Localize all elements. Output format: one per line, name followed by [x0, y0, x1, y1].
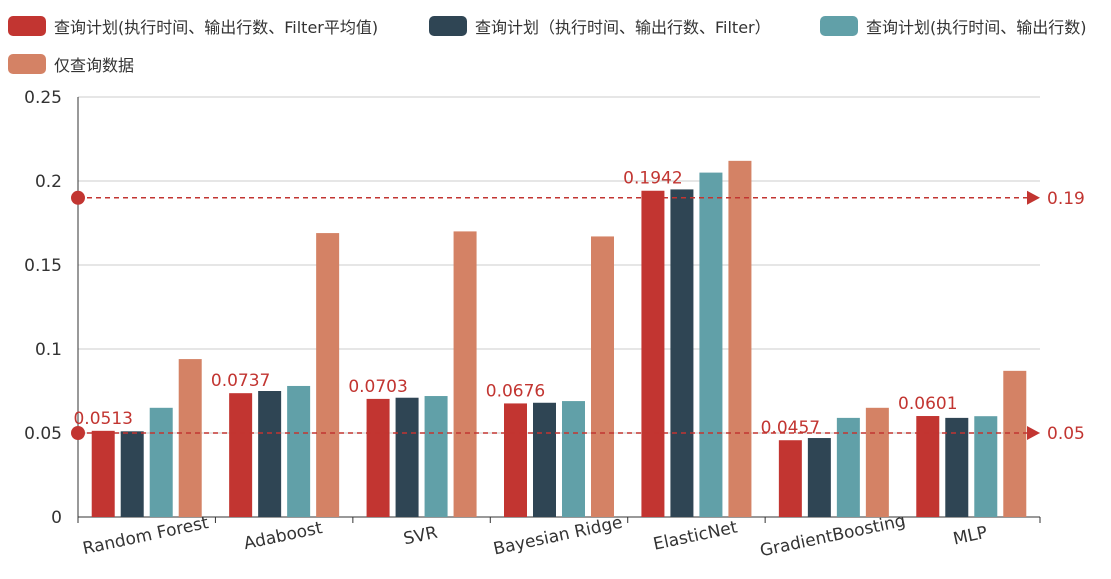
- bar: [229, 393, 253, 517]
- legend-swatch: [820, 16, 858, 36]
- x-tick-label: ElasticNet: [652, 517, 740, 554]
- bar: [562, 401, 585, 517]
- bar: [316, 233, 340, 517]
- legend-swatch: [8, 16, 46, 36]
- bar: [865, 407, 889, 517]
- legend: 查询计划(执行时间、输出行数、Filter平均值) 查询计划（执行时间、输出行数、…: [0, 0, 1111, 80]
- bar: [670, 189, 694, 517]
- legend-item[interactable]: 仅查询数据: [8, 52, 134, 76]
- legend-item[interactable]: 查询计划(执行时间、输出行数): [820, 14, 1087, 38]
- x-tick-label: Bayesian Ridge: [492, 513, 625, 560]
- mark-line-arrow: [1027, 426, 1040, 440]
- mark-line-label: 0.05: [1047, 424, 1085, 444]
- mark-line-start-dot: [71, 190, 85, 205]
- y-tick-label: 0.15: [24, 256, 62, 276]
- bar: [641, 190, 665, 517]
- y-tick-label: 0: [51, 508, 62, 528]
- mark-line-label: 0.19: [1047, 189, 1085, 209]
- mark-line-start-dot: [71, 426, 85, 440]
- legend-item[interactable]: 查询计划（执行时间、输出行数、Filter）: [429, 14, 771, 38]
- y-tick-label: 0.2: [35, 172, 62, 192]
- x-tick-label: GradientBoosting: [758, 511, 907, 561]
- legend-swatch: [429, 16, 467, 36]
- bar: [149, 407, 173, 517]
- legend-item[interactable]: 查询计划(执行时间、输出行数、Filter平均值): [8, 14, 378, 38]
- bar: [178, 359, 202, 517]
- bar-value-label: 0.0737: [211, 371, 270, 391]
- bar: [258, 391, 282, 517]
- bar: [504, 403, 527, 517]
- bar-value-label: 0.0457: [761, 418, 820, 438]
- x-tick-label: Adaboost: [242, 518, 324, 554]
- legend-label: 查询计划(执行时间、输出行数、Filter平均值): [54, 18, 379, 37]
- bar: [424, 396, 448, 517]
- bar: [699, 172, 723, 517]
- bar-value-label: 0.0676: [486, 381, 545, 401]
- x-tick-label: MLP: [951, 523, 989, 550]
- bar: [591, 236, 614, 517]
- y-tick-label: 0.1: [35, 340, 62, 360]
- x-tick-label: SVR: [402, 523, 440, 550]
- bar: [945, 417, 969, 517]
- bar-value-label: 0.0601: [898, 394, 957, 414]
- mark-line-arrow: [1027, 190, 1040, 205]
- bar: [974, 416, 998, 517]
- x-tick-label: Random Forest: [81, 513, 211, 559]
- bar: [728, 160, 752, 517]
- bar: [836, 417, 860, 517]
- bar-value-label: 0.0513: [73, 409, 132, 429]
- y-tick-label: 0.25: [24, 88, 62, 108]
- bar-value-label: 0.1942: [623, 169, 682, 189]
- bar: [91, 430, 115, 517]
- bar: [533, 402, 556, 517]
- bar: [1003, 370, 1027, 517]
- y-tick-label: 0.05: [24, 424, 62, 444]
- legend-label: 仅查询数据: [54, 56, 135, 75]
- legend-label: 查询计划（执行时间、输出行数、Filter）: [475, 18, 771, 37]
- legend-swatch: [8, 54, 46, 74]
- bar: [287, 385, 311, 517]
- bar: [120, 431, 144, 517]
- bar: [916, 416, 940, 517]
- bar: [395, 397, 419, 517]
- bar: [453, 231, 477, 517]
- bar: [366, 398, 390, 517]
- bar: [778, 440, 802, 517]
- bar-value-label: 0.0703: [348, 377, 407, 397]
- bar: [807, 438, 831, 517]
- legend-label: 查询计划(执行时间、输出行数): [866, 18, 1087, 37]
